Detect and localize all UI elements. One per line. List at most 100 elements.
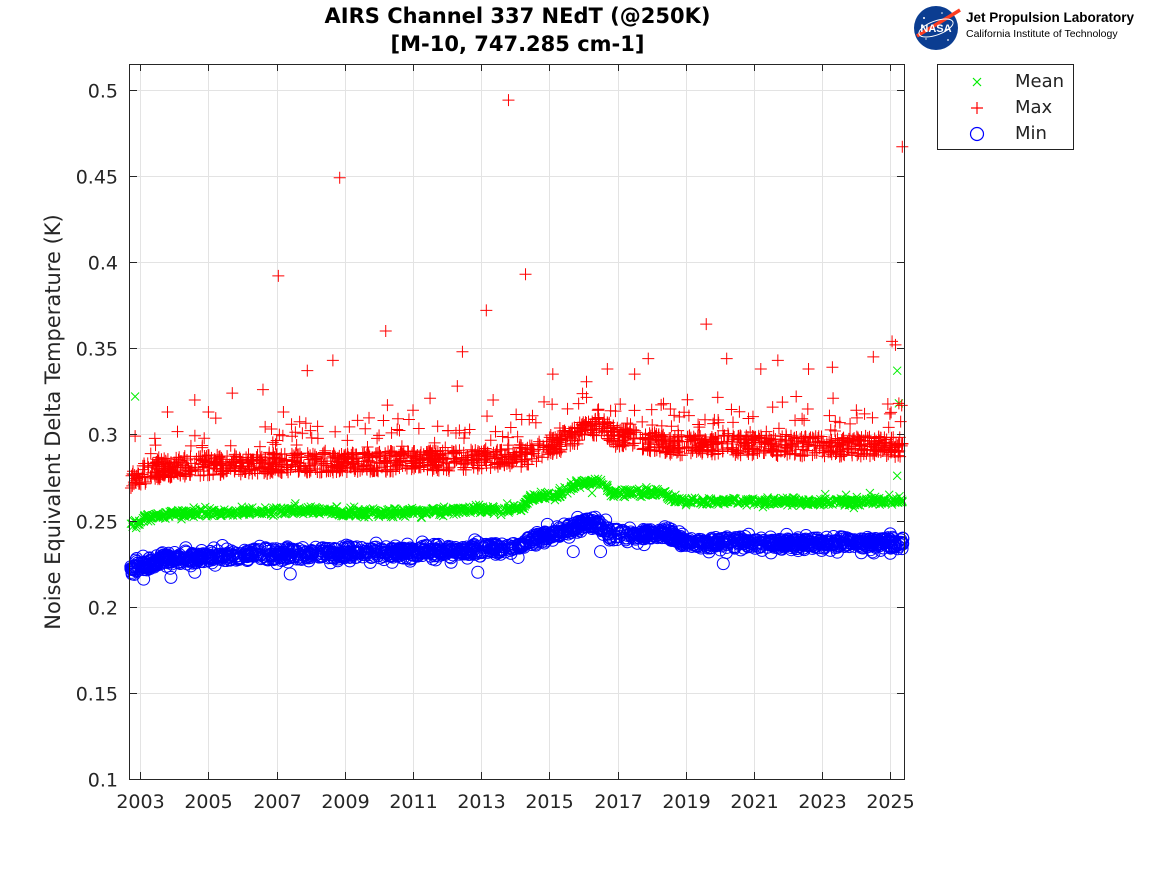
point-max bbox=[538, 395, 551, 408]
point-max bbox=[727, 416, 740, 429]
point-max bbox=[546, 368, 559, 381]
point-mean bbox=[786, 496, 796, 506]
point-max bbox=[381, 399, 394, 412]
point-mean bbox=[550, 495, 560, 505]
point-min bbox=[164, 570, 178, 584]
point-max bbox=[256, 383, 269, 396]
point-mean bbox=[517, 503, 526, 513]
point-mean bbox=[458, 508, 468, 518]
point-max bbox=[484, 434, 497, 447]
point-max bbox=[682, 409, 695, 422]
point-mean bbox=[733, 498, 743, 508]
point-max bbox=[304, 424, 317, 437]
point-mean bbox=[815, 494, 825, 504]
point-max bbox=[699, 413, 712, 426]
point-mean bbox=[189, 512, 198, 522]
point-mean bbox=[698, 494, 708, 504]
point-max bbox=[796, 412, 809, 425]
point-max bbox=[519, 268, 532, 281]
point-mean bbox=[191, 507, 200, 517]
point-max bbox=[481, 410, 494, 423]
point-max bbox=[823, 409, 836, 422]
point-max bbox=[296, 427, 309, 440]
point-mean bbox=[376, 507, 386, 517]
point-mean bbox=[509, 501, 518, 510]
point-max bbox=[858, 407, 871, 420]
point-max bbox=[144, 447, 157, 460]
point-max bbox=[192, 463, 205, 476]
point-max bbox=[802, 362, 815, 375]
jpl-logo: NASA Jet Propulsion Laboratory Californi… bbox=[912, 4, 1162, 52]
point-max bbox=[850, 404, 863, 417]
point-mean bbox=[354, 506, 364, 516]
point-max bbox=[391, 412, 404, 425]
logo-line2: California Institute of Technology bbox=[966, 28, 1118, 40]
point-mean bbox=[877, 498, 887, 508]
point-min bbox=[594, 545, 608, 559]
point-max bbox=[449, 455, 462, 468]
point-mean bbox=[541, 491, 551, 501]
point-max bbox=[259, 420, 272, 433]
point-mean bbox=[432, 505, 441, 515]
point-mean bbox=[247, 503, 257, 512]
point-mean bbox=[460, 503, 470, 513]
point-mean bbox=[518, 503, 528, 513]
point-max bbox=[379, 325, 392, 338]
point-max bbox=[614, 398, 627, 411]
point-mean bbox=[609, 492, 618, 502]
point-max bbox=[733, 405, 746, 418]
point-max bbox=[449, 426, 462, 439]
point-max bbox=[489, 425, 502, 438]
point-max bbox=[851, 411, 864, 424]
point-max bbox=[827, 392, 840, 405]
point-mean bbox=[502, 499, 512, 508]
point-mean bbox=[662, 491, 672, 501]
point-mean bbox=[405, 505, 414, 514]
point-max bbox=[277, 406, 290, 419]
point-mean bbox=[642, 482, 651, 492]
point-mean bbox=[538, 492, 547, 502]
point-mean bbox=[720, 496, 730, 506]
point-mean bbox=[126, 519, 136, 529]
point-mean bbox=[533, 494, 543, 504]
y-tick-label: 0.2 bbox=[88, 598, 118, 620]
point-mean bbox=[625, 489, 635, 499]
point-mean bbox=[368, 504, 378, 513]
point-mean bbox=[711, 495, 721, 505]
point-mean bbox=[216, 507, 226, 517]
point-max bbox=[290, 439, 303, 452]
point-max bbox=[442, 462, 455, 475]
point-max bbox=[412, 422, 425, 435]
y-tick-label: 0.3 bbox=[88, 425, 118, 447]
point-mean bbox=[270, 509, 280, 519]
point-max bbox=[844, 417, 857, 430]
point-mean bbox=[575, 483, 585, 493]
point-max bbox=[717, 430, 730, 443]
point-max bbox=[268, 451, 281, 464]
point-mean bbox=[477, 507, 487, 517]
point-mean bbox=[836, 494, 846, 503]
point-mean bbox=[806, 497, 815, 507]
point-mean bbox=[656, 488, 666, 498]
point-mean bbox=[505, 506, 514, 516]
point-mean bbox=[587, 488, 597, 498]
x-tick-label: 2003 bbox=[116, 791, 164, 813]
point-mean bbox=[679, 495, 689, 504]
point-max bbox=[256, 456, 269, 469]
point-max bbox=[801, 403, 814, 416]
point-mean bbox=[611, 486, 621, 495]
point-max bbox=[720, 352, 733, 365]
y-axis-label: Noise Equivalent Delta Temperature (K) bbox=[41, 214, 65, 630]
point-max bbox=[812, 430, 825, 443]
legend-marker-mean bbox=[972, 77, 982, 87]
point-max bbox=[379, 447, 392, 460]
point-max bbox=[404, 451, 417, 464]
point-max bbox=[511, 430, 524, 443]
point-mean bbox=[448, 503, 458, 513]
point-mean bbox=[697, 497, 707, 507]
point-mean bbox=[162, 509, 172, 519]
legend-marker-max bbox=[971, 102, 983, 114]
point-mean bbox=[140, 511, 149, 521]
point-max bbox=[408, 462, 421, 475]
point-mean bbox=[728, 497, 737, 506]
